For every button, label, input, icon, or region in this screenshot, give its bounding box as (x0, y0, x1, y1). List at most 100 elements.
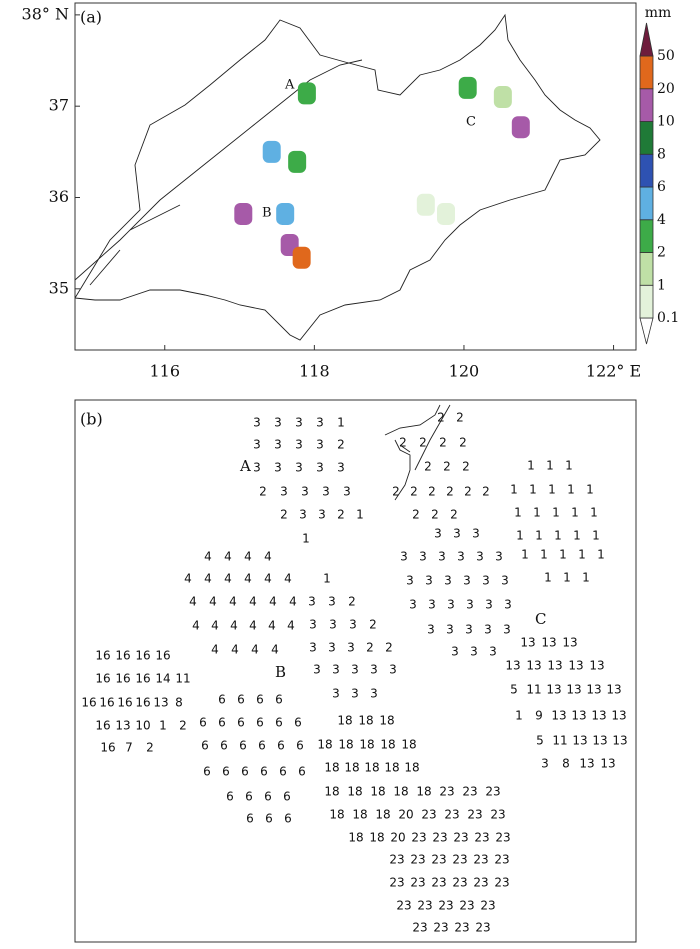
grid-value: 16 (115, 672, 130, 686)
grid-value: 23 (431, 853, 446, 867)
grid-value: 13 (572, 734, 587, 748)
grid-value: 2 (366, 641, 374, 655)
grid-value: 18 (380, 738, 395, 752)
grid-value: 4 (268, 619, 276, 633)
grid-value: 3 (504, 598, 512, 612)
grid-value: 2 (337, 438, 345, 452)
grid-value: 4 (224, 572, 232, 586)
grid-value: 13 (568, 659, 583, 673)
grid-value: 4 (287, 619, 295, 633)
grid-value: 18 (369, 831, 384, 845)
grid-value: 3 (444, 574, 452, 588)
grid-value: 4 (231, 643, 239, 657)
colorbar-bin (639, 219, 654, 253)
grid-value: 3 (253, 438, 261, 452)
grid-value: 3 (419, 550, 427, 564)
grid-value: 2 (399, 436, 407, 450)
grid-value: 4 (249, 619, 257, 633)
grid-value: 3 (332, 663, 340, 677)
grid-value: 23 (453, 831, 468, 845)
grid-value: 11 (552, 734, 567, 748)
grid-value: 8 (175, 696, 183, 710)
grid-value: 3 (343, 485, 351, 499)
grid-value: 3 (447, 598, 455, 612)
grid-value: 23 (389, 876, 404, 890)
panel-label: (b) (80, 410, 103, 429)
grid-value: 1 (592, 529, 600, 543)
grid-value: 2 (280, 508, 288, 522)
grid-value: 18 (384, 761, 399, 775)
grid-value: 23 (433, 921, 448, 935)
grid-value: 2 (146, 741, 154, 755)
colorbar-label: 4 (657, 212, 666, 228)
map-frame (74, 2, 637, 351)
grid-value: 3 (316, 416, 324, 430)
grid-value: 13 (579, 757, 594, 771)
grid-value: 2 (348, 595, 356, 609)
grid-value: 3 (503, 623, 511, 637)
grid-value: 6 (218, 716, 226, 730)
grid-value: 3 (322, 485, 330, 499)
grid-value: 18 (324, 785, 339, 799)
grid-value: 2 (446, 485, 454, 499)
grid-value: 2 (392, 485, 400, 499)
grid-value: 13 (612, 734, 627, 748)
precip-patch (458, 76, 477, 99)
grid-value: 1 (554, 529, 562, 543)
grid-value: 4 (211, 619, 219, 633)
grid-value: 23 (411, 831, 426, 845)
grid-value: 3 (313, 663, 321, 677)
x-tick-label: 116 (149, 362, 180, 381)
grid-value: 1 (516, 529, 524, 543)
grid-value: 6 (256, 693, 264, 707)
grid-value: 6 (237, 716, 245, 730)
grid-value: 1 (590, 506, 598, 520)
grid-value: 3 (329, 618, 337, 632)
grid-value: 14 (155, 672, 170, 686)
grid-value: 16 (81, 696, 96, 710)
grid-value: 3 (476, 550, 484, 564)
grid-value: 3 (351, 687, 359, 701)
grid-value: 3 (463, 574, 471, 588)
grid-value: 23 (473, 876, 488, 890)
grid-value: 2 (482, 485, 490, 499)
grid-value: 4 (289, 595, 297, 609)
grid-value: 11 (175, 672, 190, 686)
grid-value: 13 (547, 659, 562, 673)
grid-value: 2 (459, 436, 467, 450)
grid-value: 23 (462, 785, 477, 799)
grid-value: 3 (425, 574, 433, 588)
x-tick-label: 122° E (586, 362, 641, 381)
grid-value: 5 (510, 683, 518, 697)
grid-value: 3 (318, 508, 326, 522)
grid-value: 2 (456, 411, 464, 425)
grid-value: 4 (244, 550, 252, 564)
colorbar-label: 2 (657, 245, 666, 261)
grid-value: 11 (526, 683, 541, 697)
grid-value: 3 (280, 485, 288, 499)
colorbar-bin (639, 55, 654, 90)
map-geography (75, 13, 601, 341)
grid-value: 4 (271, 643, 279, 657)
point-label: B (262, 206, 272, 221)
colorbar-label: 8 (657, 146, 666, 162)
grid-value: 13 (606, 683, 621, 697)
y-tick-label: 36 (49, 187, 69, 206)
precip-patch (292, 246, 311, 269)
grid-value: 4 (249, 595, 257, 609)
grid-value: 1 (578, 548, 586, 562)
grid-value: 1 (533, 506, 541, 520)
grid-value: 3 (482, 574, 490, 588)
grid-value: 6 (241, 765, 249, 779)
grid-value: 4 (230, 619, 238, 633)
grid-value: 23 (480, 899, 495, 913)
grid-value: 1 (573, 529, 581, 543)
grid-value: 3 (484, 623, 492, 637)
grid-value: 3 (434, 527, 442, 541)
point-label: C (466, 115, 476, 130)
grid-value: 1 (535, 529, 543, 543)
grid-value: 9 (535, 709, 543, 723)
grid-value: 2 (464, 485, 472, 499)
grid-value: 3 (337, 461, 345, 475)
